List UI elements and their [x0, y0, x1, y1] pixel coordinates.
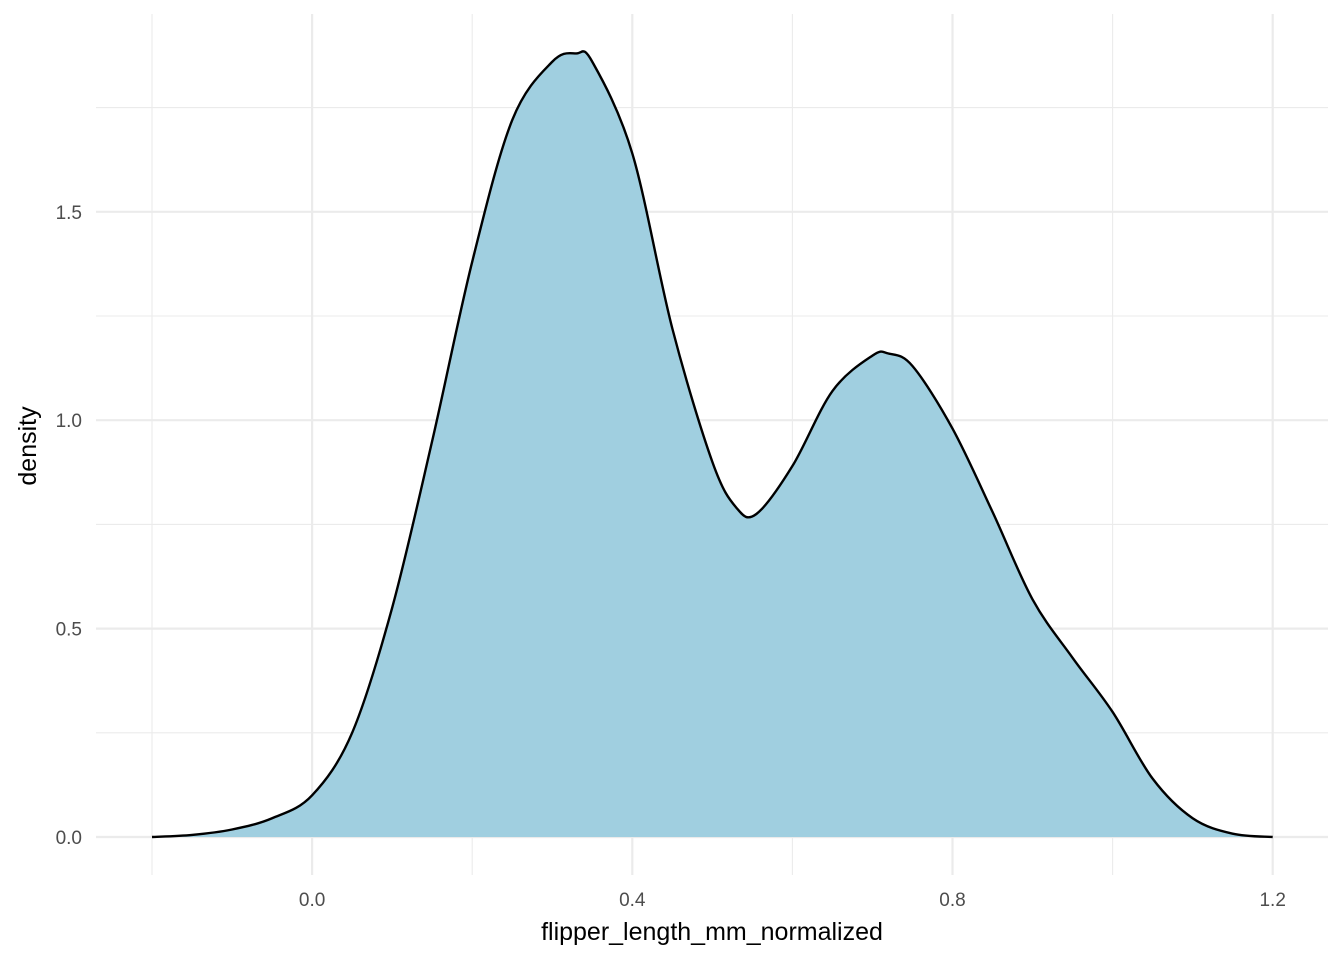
- x-axis-title: flipper_length_mm_normalized: [541, 918, 883, 946]
- y-tick-label: 1.5: [56, 203, 82, 224]
- y-tick-label: 0.5: [56, 620, 82, 641]
- density-curve: [151, 50, 1273, 839]
- x-tick-label: 0.8: [939, 890, 965, 911]
- x-tick-label: 1.2: [1259, 890, 1285, 911]
- y-axis-tick-labels: 0.0 0.5 1.0 1.5: [56, 203, 82, 849]
- x-tick-label: 0.0: [299, 890, 325, 911]
- density-area: [152, 51, 1273, 838]
- x-tick-label: 0.4: [619, 890, 646, 911]
- y-tick-label: 1.0: [56, 411, 82, 432]
- x-axis-tick-labels: 0.0 0.4 0.8 1.2: [299, 890, 1286, 911]
- y-tick-label: 0.0: [56, 828, 82, 849]
- y-axis-title: density: [14, 406, 42, 486]
